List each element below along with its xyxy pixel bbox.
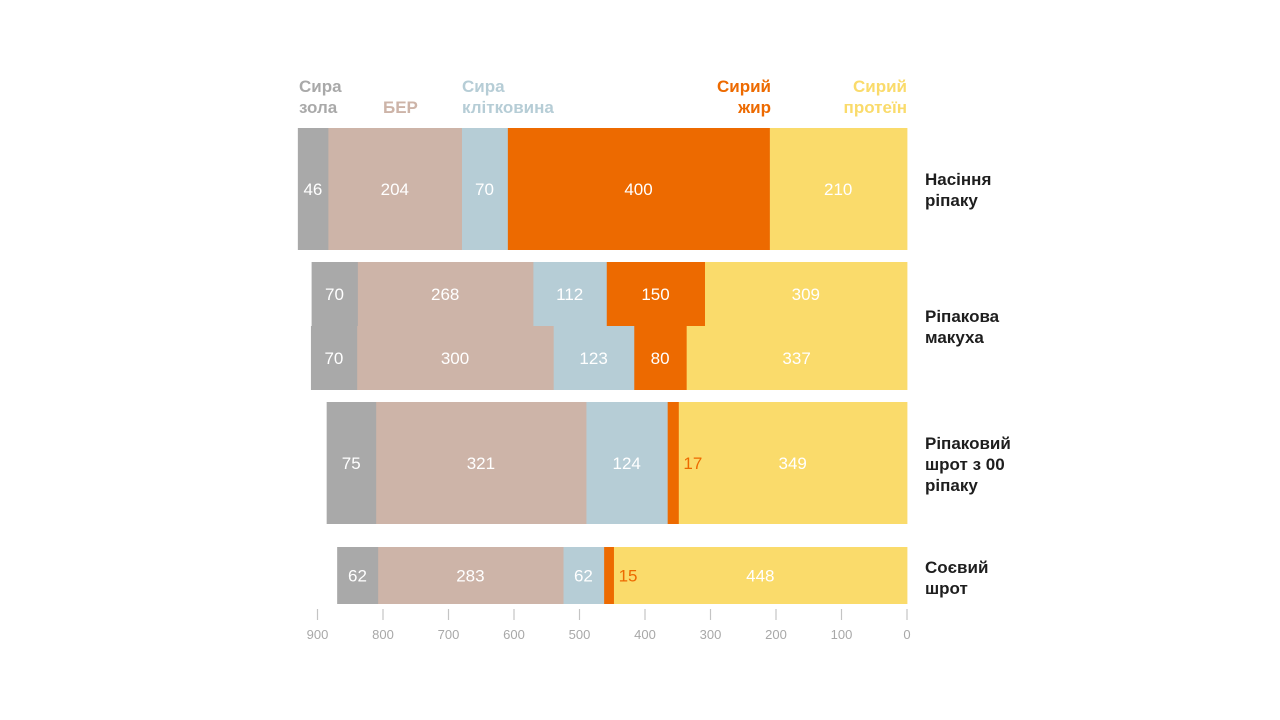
bar-fat-1-1	[633, 326, 687, 390]
bar-ber-3-0	[377, 547, 564, 604]
value-label-fiber-1-1: 123	[579, 349, 607, 368]
bar-ash-1-1	[310, 326, 358, 390]
x-tick-label-200: 200	[765, 627, 787, 642]
bar-fiber-2-0	[586, 402, 668, 524]
legend-protein: Сирий протеїн	[844, 77, 907, 117]
category-labels: Насіння ріпаку Ріпакова макуха Ріпаковий шрот…	[925, 170, 1011, 598]
bar-ash-3-0	[337, 547, 379, 604]
value-label-protein-2-0: 349	[779, 454, 807, 473]
bar-ash-2-0	[326, 402, 377, 524]
value-label-ash-1-1: 70	[324, 349, 343, 368]
value-label-ber-2-0: 321	[467, 454, 495, 473]
x-tick-label-800: 800	[372, 627, 394, 642]
bar-fiber-0-0	[461, 128, 508, 250]
value-label-protein-3-0: 448	[746, 567, 774, 586]
x-tick-label-700: 700	[438, 627, 460, 642]
x-tick-label-0: 0	[903, 627, 910, 642]
value-label-protein-0-0: 210	[824, 180, 852, 199]
bar-ash-1-0	[311, 262, 358, 326]
value-label-fiber-2-0: 124	[613, 454, 641, 473]
legend: Сира зола БЕР Сира клітковина Сирий жир Сирий пр…	[299, 77, 907, 117]
bar-ber-1-0	[357, 262, 534, 326]
value-label-ash-0-0: 46	[303, 180, 322, 199]
bar-protein-1-0	[704, 262, 908, 326]
x-tick-label-300: 300	[700, 627, 722, 642]
value-label-ber-1-0: 268	[431, 285, 459, 304]
value-label-protein-1-0: 309	[792, 285, 820, 304]
category-label-1: Ріпакова макуха	[925, 307, 1000, 347]
x-tick-label-600: 600	[503, 627, 525, 642]
legend-ash: Сира зола	[299, 77, 342, 117]
value-label-fat-1-1: 80	[651, 349, 670, 368]
bar-fat-1-0	[606, 262, 706, 326]
value-label-fat-3-0: 15	[619, 567, 638, 586]
bar-ber-0-0	[327, 128, 462, 250]
value-label-ber-1-1: 300	[441, 349, 469, 368]
bar-ber-1-1	[356, 326, 554, 390]
bar-fiber-3-0	[563, 547, 605, 604]
category-label-0: Насіння ріпаку	[925, 170, 991, 210]
bar-protein-3-0	[613, 547, 908, 604]
bar-fat-0-0	[507, 128, 770, 250]
value-label-fat-1-0: 150	[641, 285, 669, 304]
bar-fat-3-0	[603, 547, 614, 604]
x-tick-label-900: 900	[307, 627, 329, 642]
bar-protein-0-0	[769, 128, 908, 250]
bar-protein-2-0	[678, 402, 908, 524]
bar-fiber-1-0	[533, 262, 607, 326]
value-label-fiber-0-0: 70	[475, 180, 494, 199]
bar-fiber-1-1	[553, 326, 635, 390]
value-label-protein-1-1: 337	[782, 349, 810, 368]
legend-fiber: Сира клітковина	[462, 77, 554, 117]
x-tick-label-500: 500	[569, 627, 591, 642]
legend-ber: БЕР	[383, 98, 418, 117]
legend-fat: Сирий жир	[717, 77, 771, 117]
bar-ash-0-0	[297, 128, 329, 250]
value-label-ash-2-0: 75	[342, 454, 361, 473]
x-tick-label-400: 400	[634, 627, 656, 642]
value-label-fat-2-0: 17	[683, 454, 702, 473]
x-axis: 900 800 700 600 500 400 300 200 100 0	[307, 609, 911, 642]
bars	[297, 128, 908, 604]
bar-ber-2-0	[375, 402, 587, 524]
value-label-ash-1-0: 70	[325, 285, 344, 304]
value-label-fiber-3-0: 62	[574, 567, 593, 586]
value-label-ber-0-0: 204	[381, 180, 409, 199]
segment-labels: 210 400 70 204 46 309 150 112 268 70 337 80 123 300 70…	[303, 180, 852, 586]
category-label-3: Соєвий шрот	[925, 558, 988, 598]
value-label-fat-0-0: 400	[624, 180, 652, 199]
x-tick-label-100: 100	[831, 627, 853, 642]
value-label-ber-3-0: 283	[456, 567, 484, 586]
category-label-2: Ріпаковий шрот з 00 ріпаку	[925, 434, 1011, 495]
value-label-fiber-1-0: 112	[556, 285, 583, 304]
bar-fat-2-0	[667, 402, 679, 524]
bar-protein-1-1	[686, 326, 908, 390]
value-label-ash-3-0: 62	[348, 567, 367, 586]
